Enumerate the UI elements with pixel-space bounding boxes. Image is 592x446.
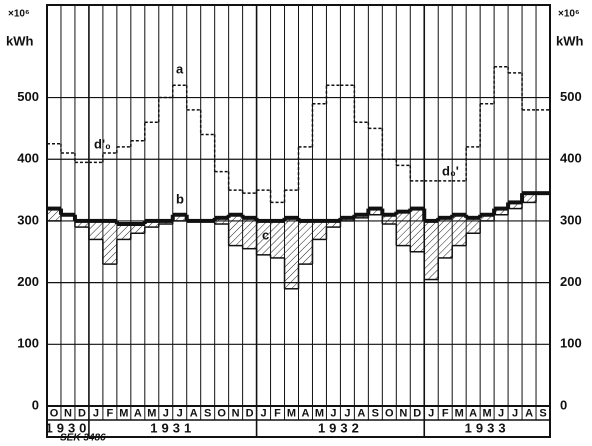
x-tick-label: J <box>93 407 99 419</box>
x-tick-label: J <box>498 407 504 419</box>
y-tick-label-right: 400 <box>560 151 582 166</box>
x-tick-label: M <box>315 407 324 419</box>
footnote: SEK 3486 <box>60 433 106 444</box>
y-unit: ×10⁶ <box>8 9 30 20</box>
x-tick-label: J <box>261 407 267 419</box>
y-tick-label-right: 0 <box>560 397 567 412</box>
x-tick-label: J <box>428 407 434 419</box>
hatch <box>410 208 425 252</box>
hatch <box>494 208 509 215</box>
x-tick-label: A <box>190 407 198 419</box>
x-tick-label: D <box>78 407 86 419</box>
year-label: 1932 <box>318 420 363 435</box>
hatch <box>102 220 117 265</box>
y-tick-label: 100 <box>17 336 39 351</box>
y-tick-label: 0 <box>32 397 39 412</box>
y-tick-label-right: 300 <box>560 212 582 227</box>
hatch <box>116 224 131 240</box>
hatch <box>172 214 187 221</box>
x-tick-label: S <box>204 407 211 419</box>
hatch <box>74 220 89 228</box>
x-tick-label: J <box>512 407 518 419</box>
x-tick-label: M <box>455 407 464 419</box>
x-tick-label: O <box>50 407 59 419</box>
hatch <box>438 217 453 258</box>
y-tick-label: 200 <box>17 274 39 289</box>
hatch <box>256 220 271 255</box>
x-tick-label: D <box>413 407 421 419</box>
hatch <box>382 214 397 225</box>
hatch <box>424 220 439 280</box>
y-tick-label: 400 <box>17 151 39 166</box>
x-tick-label: M <box>147 407 156 419</box>
hatch <box>312 220 327 240</box>
x-tick-label: A <box>469 407 477 419</box>
x-tick-label: A <box>357 407 365 419</box>
y-label: kWh <box>6 33 34 48</box>
y-unit-right: ×10⁶ <box>558 9 580 20</box>
hatch <box>396 211 411 246</box>
hatch <box>270 220 285 258</box>
x-tick-label: N <box>232 407 240 419</box>
y-label-right: kWh <box>556 33 584 48</box>
x-tick-label: D <box>246 407 254 419</box>
year-label: 1933 <box>465 420 510 435</box>
x-tick-label: N <box>64 407 72 419</box>
hatch <box>452 214 467 246</box>
y-tick-label-right: 500 <box>560 89 582 104</box>
annotation: d₀' <box>442 163 459 178</box>
x-tick-label: A <box>302 407 310 419</box>
hatch <box>298 220 313 265</box>
x-tick-label: F <box>442 407 449 419</box>
hatch <box>284 217 299 289</box>
x-tick-label: O <box>385 407 394 419</box>
y-tick-label-right: 200 <box>560 274 582 289</box>
hatch <box>368 208 383 215</box>
x-tick-label: M <box>483 407 492 419</box>
hatch <box>508 202 523 209</box>
y-tick-label: 300 <box>17 212 39 227</box>
x-tick-label: A <box>134 407 142 419</box>
x-tick-label: A <box>525 407 533 419</box>
hatch <box>480 214 495 221</box>
hatch <box>144 220 159 228</box>
x-tick-label: J <box>330 407 336 419</box>
hatch <box>466 217 481 234</box>
hatch <box>88 220 103 240</box>
hatch <box>228 214 243 246</box>
x-tick-label: M <box>119 407 128 419</box>
hatch <box>326 220 341 228</box>
annotation: b <box>176 191 184 206</box>
hatch <box>47 208 61 221</box>
x-tick-label: S <box>539 407 546 419</box>
hatch <box>242 217 257 249</box>
x-tick-label: J <box>177 407 183 419</box>
hatch <box>130 224 145 234</box>
y-tick-label: 500 <box>17 89 39 104</box>
x-tick-label: F <box>107 407 114 419</box>
x-tick-label: J <box>344 407 350 419</box>
hatch <box>522 193 537 203</box>
x-tick-label: M <box>287 407 296 419</box>
x-tick-label: F <box>274 407 281 419</box>
y-tick-label-right: 100 <box>560 336 582 351</box>
x-tick-label: N <box>399 407 407 419</box>
annotation: a <box>176 61 184 76</box>
x-tick-label: S <box>372 407 379 419</box>
year-label: 1931 <box>150 420 195 435</box>
year-label: 1930 <box>45 420 90 435</box>
x-tick-label: J <box>163 407 169 419</box>
x-tick-label: O <box>217 407 226 419</box>
